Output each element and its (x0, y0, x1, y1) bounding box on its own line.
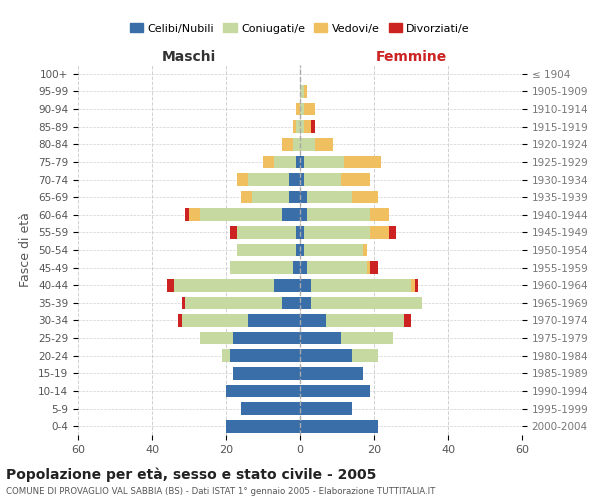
Bar (248, 314, 300, 327)
Bar (300, 402, 352, 415)
Bar (404, 314, 411, 327)
Bar (300, 279, 311, 291)
Bar (230, 226, 237, 238)
Bar (307, 262, 367, 274)
Bar (352, 350, 378, 362)
Bar (311, 296, 422, 309)
Bar (226, 420, 300, 432)
Bar (300, 420, 378, 432)
Bar (300, 367, 363, 380)
Bar (326, 314, 404, 327)
Bar (304, 120, 311, 133)
Bar (411, 279, 415, 291)
Bar (300, 156, 304, 168)
Bar (248, 173, 289, 186)
Bar (293, 120, 296, 133)
Bar (300, 208, 307, 221)
Bar (370, 226, 389, 238)
Bar (178, 314, 182, 327)
Bar (341, 173, 370, 186)
Bar (230, 262, 293, 274)
Bar (182, 314, 248, 327)
Bar (300, 244, 304, 256)
Bar (304, 244, 363, 256)
Bar (233, 367, 300, 380)
Bar (311, 279, 411, 291)
Text: Maschi: Maschi (162, 50, 216, 64)
Bar (304, 173, 341, 186)
Bar (241, 191, 252, 203)
Bar (296, 120, 300, 133)
Bar (341, 332, 392, 344)
Bar (300, 85, 304, 98)
Bar (311, 120, 315, 133)
Bar (274, 156, 296, 168)
Bar (233, 332, 300, 344)
Bar (363, 244, 367, 256)
Bar (304, 156, 344, 168)
Bar (296, 244, 300, 256)
Bar (237, 244, 296, 256)
Bar (189, 208, 200, 221)
Bar (300, 384, 370, 398)
Bar (237, 226, 296, 238)
Bar (300, 191, 307, 203)
Bar (167, 279, 174, 291)
Bar (289, 173, 300, 186)
Bar (300, 226, 304, 238)
Bar (367, 262, 370, 274)
Bar (185, 208, 189, 221)
Bar (237, 173, 248, 186)
Bar (300, 102, 304, 116)
Bar (415, 279, 418, 291)
Bar (296, 226, 300, 238)
Bar (289, 191, 300, 203)
Bar (344, 156, 382, 168)
Y-axis label: Fasce di età: Fasce di età (19, 212, 32, 288)
Bar (281, 208, 300, 221)
Bar (252, 191, 289, 203)
Bar (296, 102, 300, 116)
Bar (300, 138, 315, 150)
Bar (293, 262, 300, 274)
Bar (300, 332, 341, 344)
Text: Popolazione per età, sesso e stato civile - 2005: Popolazione per età, sesso e stato civil… (6, 468, 376, 482)
Bar (300, 296, 311, 309)
Bar (389, 226, 396, 238)
Bar (263, 156, 274, 168)
Bar (370, 262, 378, 274)
Bar (200, 208, 281, 221)
Bar (274, 279, 300, 291)
Bar (300, 120, 304, 133)
Bar (315, 138, 334, 150)
Bar (304, 85, 307, 98)
Bar (300, 173, 304, 186)
Bar (307, 191, 352, 203)
Y-axis label: Anni di nascita: Anni di nascita (597, 204, 600, 296)
Bar (296, 156, 300, 168)
Bar (370, 208, 389, 221)
Bar (304, 102, 315, 116)
Bar (304, 226, 370, 238)
Legend: Celibi/Nubili, Coniugati/e, Vedovi/e, Divorziati/e: Celibi/Nubili, Coniugati/e, Vedovi/e, Di… (125, 19, 475, 38)
Bar (281, 296, 300, 309)
Bar (300, 262, 307, 274)
Bar (230, 350, 300, 362)
Bar (352, 191, 378, 203)
Bar (241, 402, 300, 415)
Bar (300, 350, 352, 362)
Bar (300, 314, 326, 327)
Bar (222, 350, 230, 362)
Bar (307, 208, 370, 221)
Text: COMUNE DI PROVAGLIO VAL SABBIA (BS) - Dati ISTAT 1° gennaio 2005 - Elaborazione : COMUNE DI PROVAGLIO VAL SABBIA (BS) - Da… (6, 488, 436, 496)
Bar (293, 138, 300, 150)
Bar (226, 384, 300, 398)
Bar (200, 332, 233, 344)
Bar (174, 279, 274, 291)
Text: Femmine: Femmine (376, 50, 446, 64)
Bar (281, 138, 293, 150)
Bar (182, 296, 185, 309)
Bar (185, 296, 281, 309)
